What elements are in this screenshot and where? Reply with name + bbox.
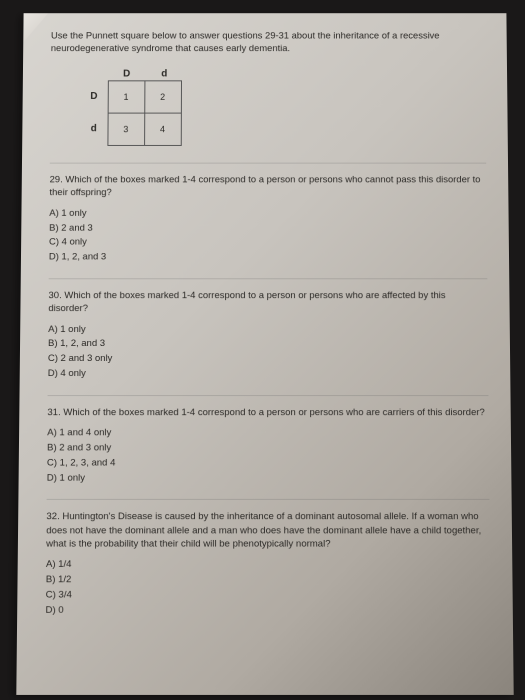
punnett-col-headers: D d (108, 67, 486, 80)
q30-options: A) 1 only B) 1, 2, and 3 C) 2 and 3 only… (48, 324, 489, 381)
q31-opt-c: C) 1, 2, 3, and 4 (47, 457, 489, 470)
q29-opt-b: B) 2 and 3 (49, 222, 487, 235)
q31-opt-b: B) 2 and 3 only (47, 442, 489, 455)
intro-text: Use the Punnett square below to answer q… (51, 31, 485, 56)
punnett-row-2: d 3 4 (80, 113, 486, 145)
q32-opt-a: A) 1/4 (46, 559, 490, 572)
q30-opt-c: C) 2 and 3 only (48, 353, 488, 366)
q29-body: Which of the boxes marked 1-4 correspond… (49, 175, 480, 199)
q32-opt-d: D) 0 (45, 604, 490, 617)
q32-options: A) 1/4 B) 1/2 C) 3/4 D) 0 (45, 559, 490, 617)
q29-num: 29. (50, 175, 63, 186)
cell-4: 4 (144, 112, 182, 145)
q31-opt-a: A) 1 and 4 only (47, 427, 489, 440)
q30-text: 30. Which of the boxes marked 1-4 corres… (48, 289, 487, 315)
q32-body: Huntington's Disease is caused by the in… (46, 511, 481, 549)
question-30: 30. Which of the boxes marked 1-4 corres… (48, 278, 489, 381)
q30-opt-d: D) 4 only (48, 368, 489, 381)
q32-opt-c: C) 3/4 (46, 589, 491, 602)
q29-opt-d: D) 1, 2, and 3 (49, 252, 487, 265)
q32-text: 32. Huntington's Disease is caused by th… (46, 510, 490, 551)
q29-text: 29. Which of the boxes marked 1-4 corres… (49, 174, 486, 200)
q30-opt-a: A) 1 only (48, 324, 488, 337)
q32-num: 32. (46, 511, 59, 522)
q30-opt-b: B) 1, 2, and 3 (48, 338, 488, 351)
q29-opt-c: C) 4 only (49, 237, 487, 250)
question-29: 29. Which of the boxes marked 1-4 corres… (49, 163, 487, 265)
q29-opt-a: A) 1 only (49, 208, 487, 221)
q31-options: A) 1 and 4 only B) 2 and 3 only C) 1, 2,… (47, 427, 490, 485)
q32-opt-b: B) 1/2 (46, 574, 491, 587)
row-header-d: d (80, 122, 108, 135)
q31-opt-d: D) 1 only (47, 472, 490, 485)
cell-3: 3 (107, 112, 145, 145)
worksheet-page: Use the Punnett square below to answer q… (16, 13, 513, 695)
q31-body: Which of the boxes marked 1-4 correspond… (63, 407, 485, 418)
cell-2: 2 (144, 80, 182, 113)
question-32: 32. Huntington's Disease is caused by th… (45, 499, 490, 617)
col-header-D: D (108, 67, 146, 80)
q31-num: 31. (47, 407, 60, 418)
question-31: 31. Which of the boxes marked 1-4 corres… (47, 395, 490, 485)
q29-options: A) 1 only B) 2 and 3 C) 4 only D) 1, 2, … (49, 208, 487, 265)
row-header-D: D (80, 90, 108, 103)
q31-text: 31. Which of the boxes marked 1-4 corres… (47, 406, 488, 419)
punnett-square: D d D 1 2 d 3 4 (80, 67, 486, 145)
q30-num: 30. (48, 290, 61, 301)
punnett-row-1: D 1 2 (80, 80, 486, 112)
cell-1: 1 (107, 80, 145, 113)
q30-body: Which of the boxes marked 1-4 correspond… (48, 290, 445, 314)
col-header-d: d (145, 67, 183, 80)
